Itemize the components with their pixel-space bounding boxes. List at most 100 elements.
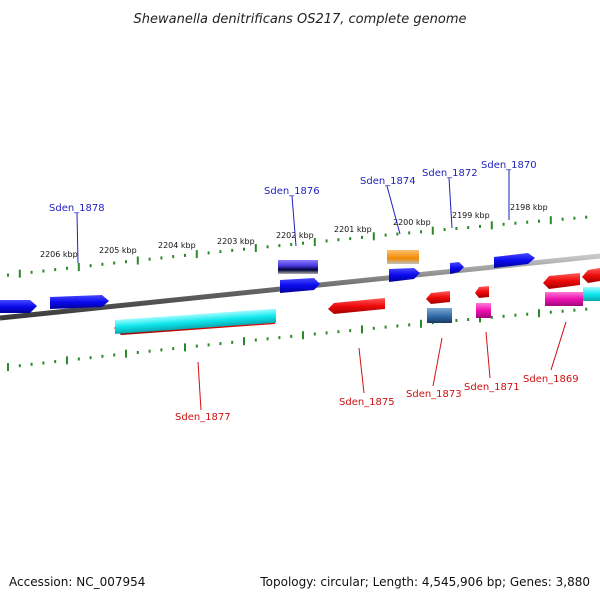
ruler-dot bbox=[172, 255, 175, 259]
ruler-dot bbox=[266, 337, 269, 341]
gene-label-sden-1876[interactable]: Sden_1876 bbox=[264, 186, 320, 197]
gene-label-sden-1872[interactable]: Sden_1872 bbox=[422, 168, 478, 179]
ruler-dot bbox=[172, 347, 175, 351]
ruler-dot bbox=[490, 315, 493, 319]
ruler-dot bbox=[219, 250, 222, 254]
ruler-major-tick bbox=[136, 256, 139, 265]
scale-tick-label: 2201 kbp bbox=[334, 225, 372, 234]
gene-feature-magenta[interactable] bbox=[476, 303, 491, 318]
gene-label-sden-1875[interactable]: Sden_1875 bbox=[339, 397, 395, 408]
ruler-dot bbox=[313, 332, 316, 336]
ruler-dot bbox=[408, 323, 411, 327]
ruler-dot bbox=[266, 245, 269, 249]
gene-label-sden-1873[interactable]: Sden_1873 bbox=[406, 389, 462, 400]
ruler-dot bbox=[207, 343, 210, 347]
gene-feature-purple[interactable] bbox=[278, 260, 318, 274]
ruler-dot bbox=[243, 247, 245, 251]
outer-ruler bbox=[7, 215, 588, 278]
gene-label-sden-1869[interactable]: Sden_1869 bbox=[523, 374, 579, 385]
gene-arrow-reverse[interactable] bbox=[426, 291, 450, 304]
leader-line bbox=[432, 337, 443, 387]
genome-summary-text: Topology: circular; Length: 4,545,906 bp… bbox=[259, 575, 590, 589]
scale-tick-label: 2206 kbp bbox=[40, 250, 78, 259]
gene-arrow-reverse[interactable] bbox=[543, 273, 580, 289]
ruler-dot bbox=[66, 266, 68, 270]
ruler-dot bbox=[325, 239, 328, 243]
ruler-dot bbox=[408, 231, 411, 235]
ruler-dot bbox=[443, 228, 446, 232]
inner-ruler bbox=[7, 307, 588, 372]
gene-label-sden-1871[interactable]: Sden_1871 bbox=[464, 382, 520, 393]
gene-arrow-forward[interactable] bbox=[450, 262, 464, 274]
ruler-dot bbox=[361, 235, 363, 239]
leader-line bbox=[485, 331, 491, 379]
ruler-dot bbox=[7, 273, 9, 277]
accession-text: Accession: NC_007954 bbox=[9, 575, 145, 589]
ruler-dot bbox=[502, 314, 505, 318]
leader-line bbox=[76, 212, 79, 264]
ruler-dot bbox=[396, 232, 399, 236]
ruler-dot bbox=[585, 215, 588, 219]
ruler-dot bbox=[77, 357, 80, 361]
gene-label-sden-1870[interactable]: Sden_1870 bbox=[481, 160, 537, 171]
scale-tick-label: 2199 kbp bbox=[452, 211, 490, 220]
scale-tick-label: 2200 kbp bbox=[393, 218, 431, 227]
ruler-dot bbox=[549, 310, 552, 314]
gene-arrow-reverse[interactable] bbox=[328, 298, 385, 314]
ruler-dot bbox=[54, 360, 57, 364]
gene-arrow-forward[interactable] bbox=[494, 253, 535, 268]
scale-labels: 2206 kbp 2205 kbp 2204 kbp 2203 kbp 2202… bbox=[40, 203, 548, 259]
gene-label-sden-1877[interactable]: Sden_1877 bbox=[175, 412, 231, 423]
gene-label-sden-1874[interactable]: Sden_1874 bbox=[360, 176, 416, 187]
gene-arrow-reverse[interactable] bbox=[582, 268, 600, 283]
ruler-dot bbox=[372, 326, 375, 330]
gene-feature-magenta[interactable] bbox=[545, 292, 583, 306]
ruler-dot bbox=[290, 334, 293, 338]
forward-features bbox=[0, 250, 535, 313]
ruler-major-tick bbox=[549, 216, 552, 225]
gene-arrow-reverse[interactable] bbox=[475, 286, 489, 298]
ruler-dot bbox=[101, 262, 104, 266]
ruler-dot bbox=[101, 354, 104, 358]
ruler-major-tick bbox=[313, 238, 316, 246]
ruler-dot bbox=[30, 270, 33, 274]
ruler-major-tick bbox=[420, 319, 422, 328]
ruler-dot bbox=[502, 222, 505, 226]
ruler-dot bbox=[290, 242, 293, 246]
ruler-major-tick bbox=[302, 331, 304, 340]
ruler-dot bbox=[455, 319, 458, 322]
ruler-major-tick bbox=[361, 325, 363, 334]
ruler-dot bbox=[325, 331, 328, 335]
ruler-dot bbox=[526, 220, 529, 224]
ruler-dot bbox=[573, 216, 576, 220]
ruler-dot bbox=[514, 221, 517, 225]
ruler-major-tick bbox=[18, 269, 21, 278]
ruler-dot bbox=[337, 330, 340, 334]
ruler-dot bbox=[207, 251, 210, 255]
gene-arrow-forward[interactable] bbox=[50, 295, 109, 309]
ruler-dot bbox=[585, 307, 588, 311]
gene-feature-cyan[interactable] bbox=[115, 308, 276, 334]
scale-tick-label: 2204 kbp bbox=[158, 241, 196, 250]
ruler-major-tick bbox=[7, 363, 9, 372]
ruler-dot bbox=[184, 253, 186, 257]
gene-arrow-forward[interactable] bbox=[0, 300, 37, 313]
gene-label-sden-1878[interactable]: Sden_1878 bbox=[49, 203, 105, 214]
ruler-dot bbox=[384, 325, 387, 329]
ruler-dot bbox=[254, 338, 257, 342]
bottom-gene-labels: Sden_1877 Sden_1875 Sden_1873 Sden_1871 … bbox=[175, 321, 579, 423]
gene-feature-cyan[interactable] bbox=[583, 287, 600, 301]
ruler-dot bbox=[136, 351, 139, 354]
gene-arrow-forward[interactable] bbox=[389, 268, 420, 282]
ruler-major-tick bbox=[490, 221, 493, 230]
scale-tick-label: 2205 kbp bbox=[99, 246, 137, 255]
ruler-dot bbox=[113, 353, 116, 357]
ruler-dot bbox=[278, 336, 281, 340]
gene-feature-steel[interactable] bbox=[427, 308, 452, 323]
gene-arrow-forward[interactable] bbox=[280, 278, 320, 293]
ruler-major-tick bbox=[125, 349, 127, 358]
ruler-dot bbox=[125, 260, 127, 264]
gene-feature-orange[interactable] bbox=[387, 250, 419, 264]
ruler-dot bbox=[160, 348, 163, 352]
